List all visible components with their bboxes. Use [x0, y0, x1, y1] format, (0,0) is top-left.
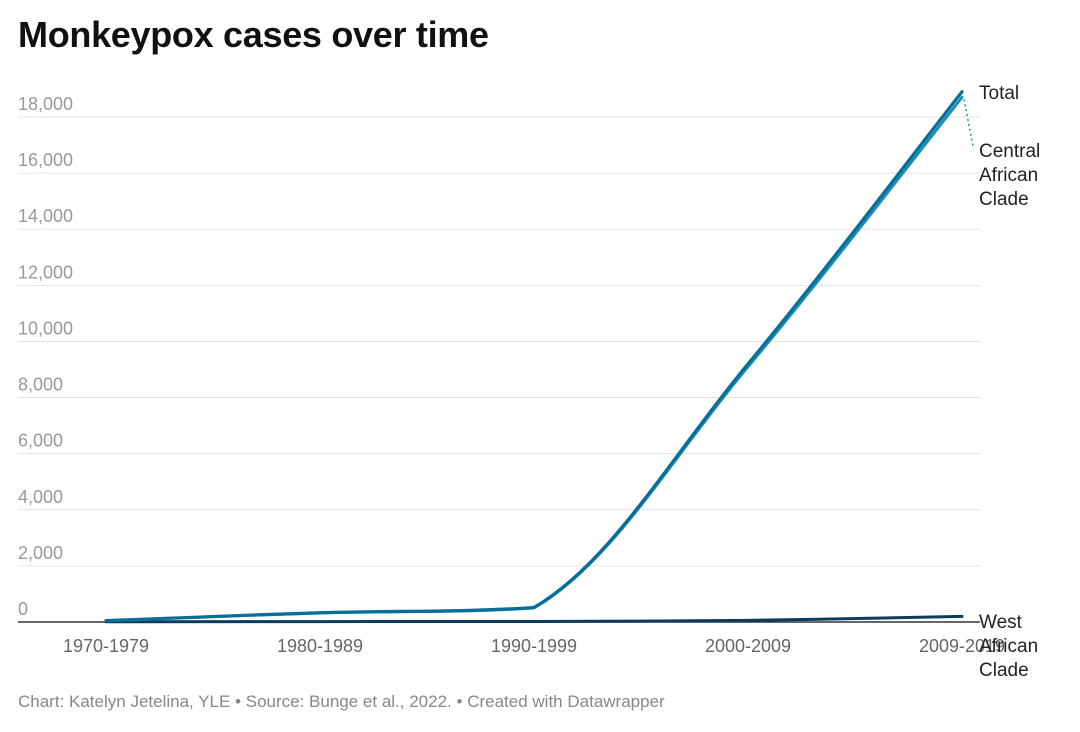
y-tick-label: 16,000: [18, 150, 73, 170]
y-tick-label: 18,000: [18, 94, 73, 114]
y-axis: 0 2,000 4,000 6,000 8,000 10,000 12,000 14,000 1…: [18, 94, 73, 619]
x-axis: 1970-1979 1980-1989 1990-1999 2000-2009 2009…: [63, 636, 1005, 656]
series-lines: [104, 90, 964, 624]
series-label-line: Central: [979, 141, 1040, 162]
y-tick-label: 14,000: [18, 206, 73, 226]
footer-chart-credit: Chart: Katelyn Jetelina, YLE: [18, 692, 231, 711]
series-line-central-african-clade: [104, 95, 964, 623]
y-tick-label: 8,000: [18, 375, 63, 395]
x-tick-label: 1970-1979: [63, 636, 149, 656]
series-line-west-african-clade: [104, 614, 964, 624]
series-label-line: African: [979, 165, 1038, 186]
y-tick-label: 10,000: [18, 318, 73, 338]
series-labels: Total Central African Clade West African Clade: [963, 83, 1040, 681]
footer-separator: •: [235, 692, 241, 711]
x-tick-label: 1990-1999: [491, 636, 577, 656]
series-label-line: African: [979, 636, 1038, 657]
x-tick-label: 1980-1989: [277, 636, 363, 656]
y-tick-label: 2,000: [18, 543, 63, 563]
gridlines: [18, 116, 980, 623]
series-line-total: [104, 90, 964, 623]
series-label-west-african-clade: West African Clade: [979, 612, 1038, 681]
chart-title: Monkeypox cases over time: [18, 14, 489, 55]
x-tick-label: 2009-2019: [919, 636, 1005, 656]
series-label-total: Total: [979, 83, 1019, 104]
series-label-line: Clade: [979, 189, 1029, 210]
chart-footer: Chart: Katelyn Jetelina, YLE • Source: B…: [18, 692, 665, 712]
series-label-line: Clade: [979, 660, 1029, 681]
label-leader-central-african-clade: [963, 99, 974, 147]
y-tick-label: 6,000: [18, 431, 63, 451]
footer-source: Source: Bunge et al., 2022.: [245, 692, 452, 711]
footer-created-with: Created with Datawrapper: [467, 692, 665, 711]
series-label-line: Total: [979, 83, 1019, 104]
y-tick-label: 0: [18, 599, 28, 619]
footer-separator: •: [456, 692, 463, 711]
y-tick-label: 4,000: [18, 487, 63, 507]
y-tick-label: 12,000: [18, 262, 73, 282]
x-tick-label: 2000-2009: [705, 636, 791, 656]
series-label-line: West: [979, 612, 1023, 633]
series-label-central-african-clade: Central African Clade: [979, 141, 1040, 210]
